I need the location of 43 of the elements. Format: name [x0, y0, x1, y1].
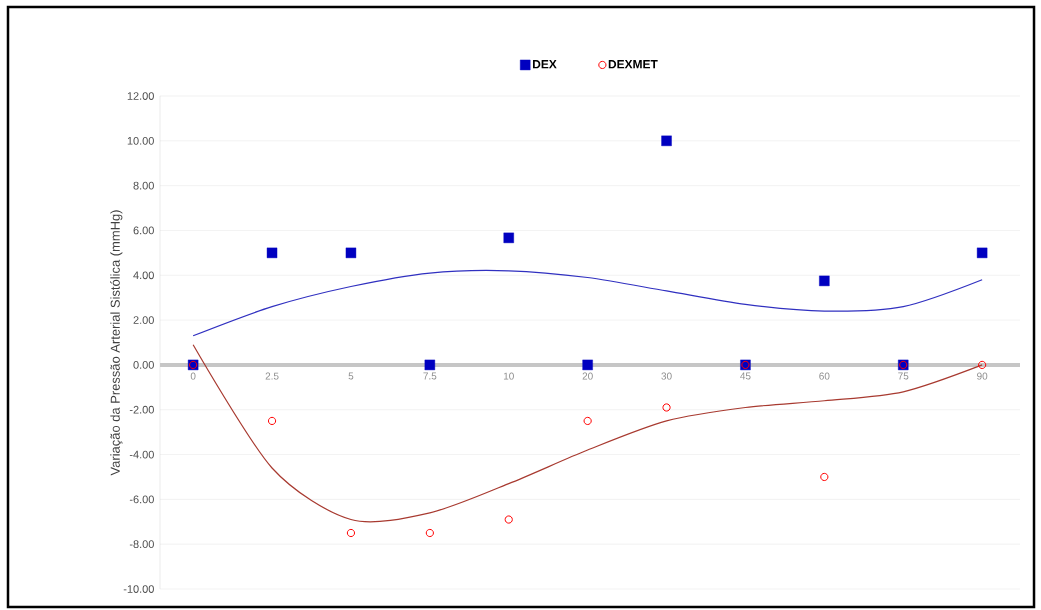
point — [504, 515, 513, 524]
point — [978, 360, 987, 370]
y-tick-label: 10.00 — [127, 136, 154, 145]
point — [820, 472, 829, 482]
point — [582, 359, 593, 371]
x-tick-label: 20 — [582, 372, 593, 380]
point — [345, 247, 357, 259]
y-tick-label: 6.00 — [133, 226, 154, 235]
point — [503, 232, 514, 244]
x-tick-label: 60 — [819, 372, 830, 380]
y-tick-label: -2.00 — [129, 405, 154, 414]
y-tick-label: 8.00 — [133, 181, 154, 190]
x-tick-label: 75 — [898, 372, 909, 380]
x-tick-label: 45 — [740, 372, 751, 380]
y-tick-label: 12.00 — [127, 92, 154, 100]
point — [662, 403, 671, 412]
point — [819, 275, 830, 287]
line-series — [192, 269, 983, 337]
y-tick-label: -8.00 — [129, 540, 154, 549]
point — [424, 359, 436, 371]
y-axis-title: Variação da Pressão Arterial Sistólica (mmHg) — [110, 210, 123, 476]
x-tick-label: 10 — [503, 372, 514, 380]
point — [976, 247, 988, 259]
point — [267, 416, 277, 426]
legend-label: DEXMET — [608, 60, 658, 69]
y-tick-label: -6.00 — [129, 495, 154, 504]
x-tick-label: 2.5 — [265, 372, 279, 380]
point — [583, 416, 592, 426]
legend-label: DEX — [533, 60, 557, 69]
y-tick-label: 0.00 — [133, 361, 154, 369]
x-tick-label: 0 — [190, 372, 196, 380]
point — [346, 528, 356, 538]
x-tick-label: 7.5 — [423, 372, 437, 380]
y-tick-label: 2.00 — [133, 316, 154, 324]
y-tick-label: -4.00 — [129, 450, 154, 459]
x-tick-label: 90 — [977, 372, 988, 380]
y-tick-label: 4.00 — [133, 271, 154, 280]
y-tick-label: -10.00 — [123, 585, 154, 593]
point — [266, 247, 278, 259]
point — [661, 135, 672, 147]
x-tick-label: 30 — [661, 372, 672, 380]
x-tick-label: 5 — [348, 372, 354, 380]
point — [425, 528, 434, 538]
